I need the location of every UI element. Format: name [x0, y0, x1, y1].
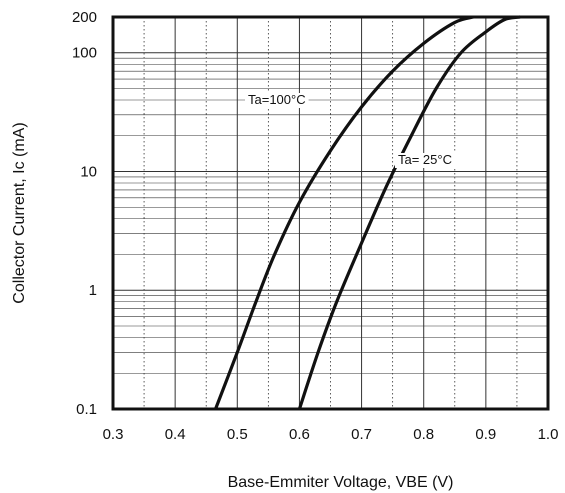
curve-label-background: [395, 153, 459, 168]
x-tick-label: 0.8: [413, 426, 434, 443]
x-tick-label: 1.0: [538, 426, 559, 443]
y-tick-label: 0.1: [76, 401, 97, 418]
curve-labels: Ta=100°C Ta= 25°C: [245, 92, 459, 168]
x-tick-label: 0.5: [227, 426, 248, 443]
y-tick-labels: 0.1 1 10 100 200: [72, 9, 97, 418]
curve-label-background: [245, 93, 309, 108]
y-tick-label: 1: [89, 282, 97, 299]
series-ta-25c-line: [297, 15, 521, 410]
label-ta-100c: Ta=100°C: [248, 92, 306, 107]
x-tick-label: 0.6: [289, 426, 310, 443]
y-tick-label: 100: [72, 45, 97, 62]
x-tick-label: 0.4: [165, 426, 186, 443]
y-tick-label: 10: [80, 163, 97, 180]
x-tick-labels: 0.3 0.4 0.5 0.6 0.7 0.8 0.9 1.0: [103, 426, 559, 443]
x-tick-label: 0.7: [351, 426, 372, 443]
curves: [214, 15, 521, 410]
x-tick-label: 0.3: [103, 426, 124, 443]
plot-frame: [111, 15, 550, 411]
series-ta-100c-line: [214, 15, 474, 410]
y-axis-title: Collector Current, Ic (mA): [11, 122, 28, 303]
label-ta-25c: Ta= 25°C: [398, 152, 452, 167]
x-tick-label: 0.9: [475, 426, 496, 443]
grid: [113, 17, 548, 409]
x-axis-title: Base-Emmiter Voltage, VBE (V): [228, 474, 454, 491]
y-tick-label: 200: [72, 9, 97, 26]
